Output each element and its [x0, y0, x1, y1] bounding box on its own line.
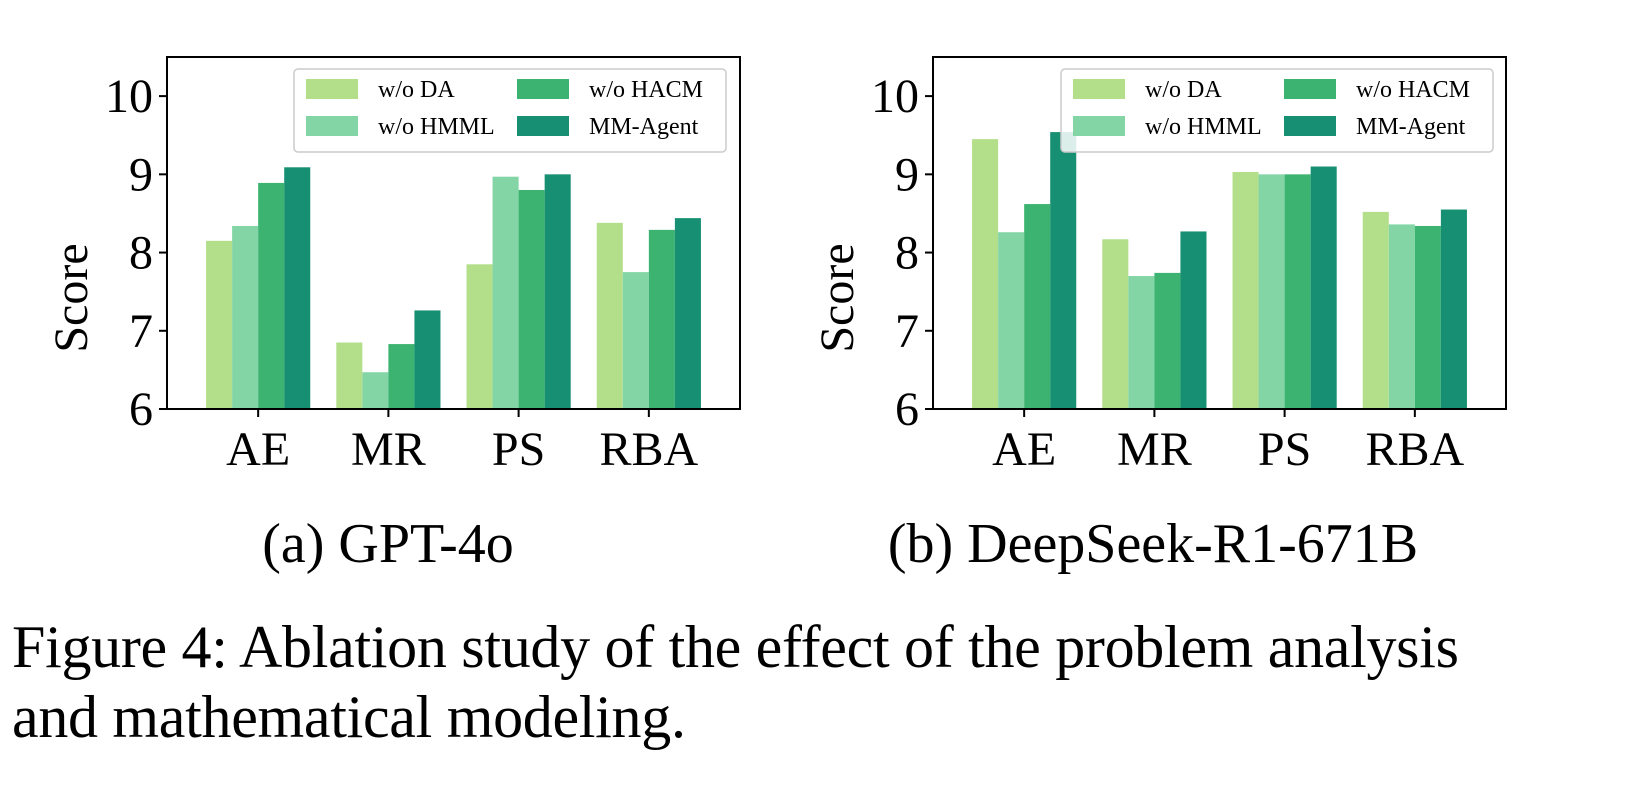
y-axis-label: Score — [811, 243, 864, 352]
bar-rba-w-o-hmml — [622, 272, 649, 409]
legend-label: w/o HACM — [1356, 77, 1470, 103]
chart-panel-b: 6 7 8 9 10 AE MR PS RBA Score (b) DeepSeek-R1-671B… — [811, 56, 1507, 575]
y-tick-label: 6 — [129, 383, 153, 436]
legend-box — [293, 68, 727, 153]
legend: w/o DA w/o HMML w/o HACM MM-Agent — [293, 68, 727, 153]
y-axis-label: Score — [45, 243, 98, 352]
bar-mr-w-o-hacm — [1154, 272, 1181, 409]
legend-label: w/o DA — [378, 77, 455, 103]
y-tick-label: 7 — [895, 305, 919, 358]
bar-mr-w-o-hmml — [1128, 276, 1155, 409]
bar-rba-w-o-hmml — [1388, 224, 1415, 409]
bar-rba-w-o-da — [596, 222, 623, 409]
x-tick-label-rba: RBA — [1365, 423, 1464, 476]
bar-ae-w-o-hacm — [258, 182, 285, 409]
bar-ae-w-o-da — [206, 240, 233, 409]
legend-swatch — [1284, 79, 1336, 99]
y-tick-label: 8 — [129, 227, 153, 280]
bar-mr-w-o-da — [1102, 239, 1129, 409]
figure-caption: Figure 4: Ablation study of the effect o… — [12, 612, 1622, 752]
legend-label: MM-Agent — [589, 114, 699, 140]
legend: w/o DA w/o HMML w/o HACM MM-Agent — [1060, 68, 1494, 153]
legend-swatch — [1073, 79, 1125, 99]
x-tick-label-mr: MR — [1117, 423, 1192, 476]
caption-line-1: Figure 4: Ablation study of the effect o… — [12, 614, 1459, 680]
bar-ae-mm-agent — [1050, 132, 1077, 410]
legend-label: w/o HMML — [378, 114, 495, 140]
bar-rba-w-o-da — [1362, 211, 1389, 409]
bar-mr-mm-agent — [414, 310, 441, 409]
y-tick-label: 6 — [895, 383, 919, 436]
legend-label: w/o HMML — [1145, 114, 1262, 140]
bar-mr-w-o-hacm — [388, 344, 415, 409]
plot-frame — [932, 56, 1507, 410]
x-tick-label-ae: AE — [226, 423, 290, 476]
bar-ps-mm-agent — [544, 174, 571, 409]
y-tick-label: 7 — [129, 305, 153, 358]
legend-label: w/o DA — [1145, 77, 1222, 103]
bar-ps-mm-agent — [1310, 166, 1337, 409]
y-tick-label: 8 — [895, 227, 919, 280]
bar-ps-w-o-hacm — [518, 189, 545, 409]
legend-box — [1060, 68, 1494, 153]
x-tick-label-ae: AE — [992, 423, 1056, 476]
bar-ae-w-o-hmml — [998, 232, 1025, 409]
bar-mr-mm-agent — [1180, 231, 1207, 409]
bar-ps-w-o-da — [466, 264, 493, 409]
bar-ae-w-o-hmml — [232, 225, 259, 409]
legend-label: MM-Agent — [1356, 114, 1466, 140]
legend-swatch — [517, 79, 569, 99]
bar-mr-w-o-hmml — [362, 372, 389, 409]
bar-rba-mm-agent — [1440, 209, 1467, 409]
bar-ps-w-o-hmml — [1258, 174, 1285, 409]
bar-ae-w-o-hacm — [1024, 204, 1051, 409]
bar-mr-w-o-da — [336, 342, 363, 409]
bar-rba-mm-agent — [674, 218, 701, 409]
legend-swatch — [517, 116, 569, 136]
plot-frame — [166, 56, 741, 410]
y-tick-label: 10 — [871, 70, 919, 123]
bar-ps-w-o-da — [1232, 171, 1259, 409]
legend-swatch — [306, 116, 358, 136]
subplot-caption: (a) GPT-4o — [262, 513, 513, 575]
bar-ps-w-o-hmml — [492, 176, 519, 409]
bar-ae-mm-agent — [284, 167, 311, 409]
x-tick-label-ps: PS — [1258, 423, 1311, 476]
legend-swatch — [1073, 116, 1125, 136]
x-tick-label-mr: MR — [351, 423, 426, 476]
y-tick-label: 10 — [105, 70, 153, 123]
legend-label: w/o HACM — [589, 77, 703, 103]
subplot-caption: (b) DeepSeek-R1-671B — [888, 513, 1418, 575]
bar-rba-w-o-hacm — [1414, 225, 1441, 409]
y-tick-label: 9 — [895, 148, 919, 201]
bar-ps-w-o-hacm — [1284, 174, 1311, 409]
legend-swatch — [1284, 116, 1336, 136]
legend-swatch — [306, 79, 358, 99]
caption-line-2: and mathematical modeling. — [12, 684, 686, 750]
y-tick-label: 9 — [129, 148, 153, 201]
bar-ae-w-o-da — [972, 139, 999, 409]
x-tick-label-ps: PS — [492, 423, 545, 476]
x-tick-label-rba: RBA — [599, 423, 698, 476]
bar-rba-w-o-hacm — [648, 229, 675, 409]
